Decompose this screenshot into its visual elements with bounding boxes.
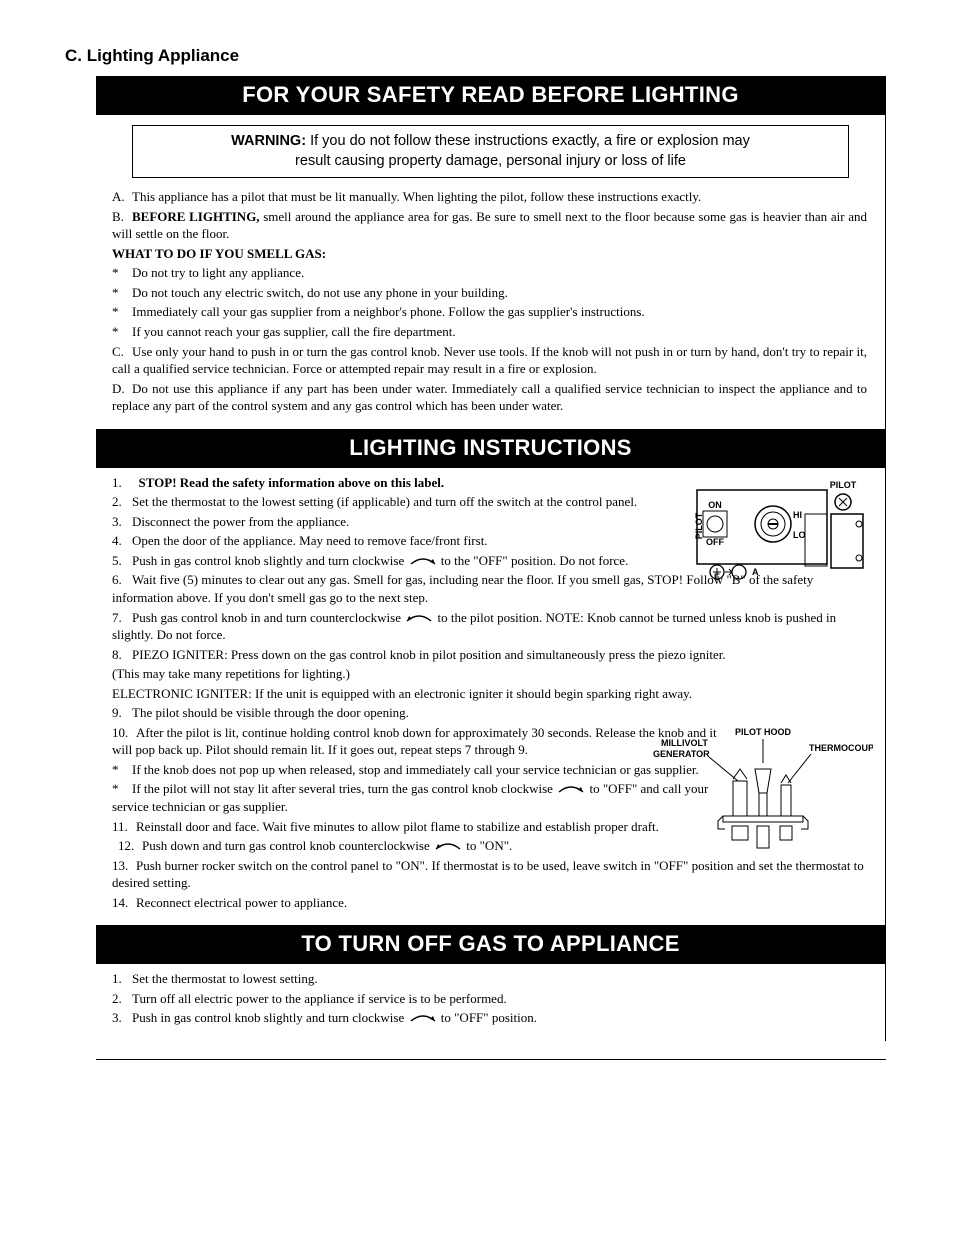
step6-num: 6. [112, 571, 132, 589]
item-b-bold: BEFORE LIGHTING, [132, 209, 260, 224]
bullet-star: * [112, 303, 132, 321]
bullet-star: * [112, 284, 132, 302]
svg-text:PILOT HOOD: PILOT HOOD [735, 727, 792, 737]
step4-num: 4. [112, 532, 132, 550]
safety-content: A.This appliance has a pilot that must b… [96, 182, 885, 429]
section-heading: C. Lighting Appliance [65, 46, 924, 66]
item-d-lead: D. [112, 380, 132, 398]
step3-text: Disconnect the power from the appliance. [132, 514, 349, 529]
off3-text-a: Push in gas control knob slightly and tu… [132, 1010, 408, 1025]
step14-num: 14. [112, 894, 136, 912]
svg-text:HI: HI [793, 510, 802, 520]
off1-num: 1. [112, 970, 132, 988]
off2-num: 2. [112, 990, 132, 1008]
step1-num: 1. [112, 474, 132, 492]
step8-num: 8. [112, 646, 132, 664]
step11-num: 11. [112, 818, 136, 836]
step2-text: Set the thermostat to the lowest setting… [132, 494, 637, 509]
step5-text-b: to the "OFF" position. Do not force. [441, 553, 629, 568]
step11-text: Reinstall door and face. Wait five minut… [136, 819, 659, 834]
warning-box: WARNING: If you do not follow these inst… [132, 125, 849, 178]
step9-num: 9. [112, 704, 132, 722]
step2-num: 2. [112, 493, 132, 511]
svg-text:LO: LO [793, 530, 806, 540]
clockwise-arrow-icon [408, 1013, 438, 1023]
svg-text:MILLIVOLT: MILLIVOLT [661, 738, 708, 748]
svg-text:GENERATOR: GENERATOR [653, 749, 710, 759]
step10-star: * [112, 761, 132, 779]
step10-text: After the pilot is lit, continue holding… [112, 725, 717, 758]
step5-text-a: Push in gas control knob slightly and tu… [132, 553, 408, 568]
step4-text: Open the door of the appliance. May need… [132, 533, 488, 548]
smell-gas-heading: WHAT TO DO IF YOU SMELL GAS: [112, 245, 867, 263]
step8-text-a: PIEZO IGNITER: Press down on the gas con… [132, 647, 726, 662]
svg-text:ON: ON [708, 500, 722, 510]
step12-num: 12. [118, 837, 142, 855]
step14-text: Reconnect electrical power to appliance. [136, 895, 347, 910]
lighting-banner: LIGHTING INSTRUCTIONS [96, 429, 885, 468]
svg-text:E: E [714, 572, 720, 581]
bullet-1: Do not try to light any appliance. [132, 265, 304, 280]
warning-line2: result causing property damage, personal… [295, 153, 686, 169]
step10-num: 10. [112, 724, 136, 742]
bullet-4: If you cannot reach your gas supplier, c… [132, 324, 456, 339]
off2-text: Turn off all electric power to the appli… [132, 991, 507, 1006]
item-a-text: This appliance has a pilot that must be … [132, 189, 701, 204]
svg-text:THERMOCOUPLE: THERMOCOUPLE [809, 743, 873, 753]
warning-line1: If you do not follow these instructions … [306, 133, 750, 149]
off3-num: 3. [112, 1009, 132, 1027]
item-d-text: Do not use this appliance if any part ha… [112, 381, 867, 414]
svg-text:PILOT: PILOT [695, 512, 704, 539]
svg-text:OFF: OFF [706, 537, 724, 547]
step13-num: 13. [112, 857, 136, 875]
bullet-2: Do not touch any electric switch, do not… [132, 285, 508, 300]
bullet-3: Immediately call your gas supplier from … [132, 304, 645, 319]
step5-num: 5. [112, 552, 132, 570]
turnoff-content: 1.Set the thermostat to lowest setting. … [96, 964, 885, 1041]
footer-rule [96, 1059, 886, 1060]
bullet-star: * [112, 264, 132, 282]
lighting-content: ON OFF PILOT HI LO PILOT [96, 468, 885, 926]
counterclockwise-arrow-icon [404, 613, 434, 623]
step13-text: Push burner rocker switch on the control… [112, 858, 864, 891]
step8-text-c: ELECTRONIC IGNITER: If the unit is equip… [112, 685, 867, 703]
step12-text-b: to "ON". [466, 838, 512, 853]
pilot-assembly-diagram: PILOT HOOD MILLIVOLT GENERATOR THERMOCOU… [633, 721, 873, 856]
step10-star1-text: If the knob does not pop up when release… [132, 762, 699, 777]
step7-text-a: Push gas control knob in and turn counte… [132, 610, 404, 625]
step10-star: * [112, 780, 132, 798]
step3-num: 3. [112, 513, 132, 531]
item-b-lead: B. [112, 208, 132, 226]
off1-text: Set the thermostat to lowest setting. [132, 971, 318, 986]
safety-banner: FOR YOUR SAFETY READ BEFORE LIGHTING [96, 76, 885, 115]
step10-star2a: If the pilot will not stay lit after sev… [132, 781, 556, 796]
step12-text-a: Push down and turn gas control knob coun… [142, 838, 433, 853]
item-c-lead: C. [112, 343, 132, 361]
step1-text: STOP! Read the safety information above … [139, 475, 445, 490]
turnoff-banner: TO TURN OFF GAS TO APPLIANCE [96, 925, 885, 964]
clockwise-arrow-icon [556, 784, 586, 794]
warning-label: WARNING: [231, 133, 306, 149]
step7-num: 7. [112, 609, 132, 627]
svg-text:A: A [752, 567, 759, 577]
off3-text-b: to "OFF" position. [441, 1010, 537, 1025]
clockwise-arrow-icon [408, 556, 438, 566]
gas-control-diagram: ON OFF PILOT HI LO PILOT [695, 476, 867, 581]
item-c-text: Use only your hand to push in or turn th… [112, 344, 867, 377]
counterclockwise-arrow-icon [433, 841, 463, 851]
step8-text-b: (This may take many repetitions for ligh… [112, 665, 867, 683]
bullet-star: * [112, 323, 132, 341]
document-body: FOR YOUR SAFETY READ BEFORE LIGHTING WAR… [96, 76, 886, 1041]
step9-text: The pilot should be visible through the … [132, 705, 409, 720]
svg-text:PILOT: PILOT [830, 480, 857, 490]
item-a-lead: A. [112, 188, 132, 206]
